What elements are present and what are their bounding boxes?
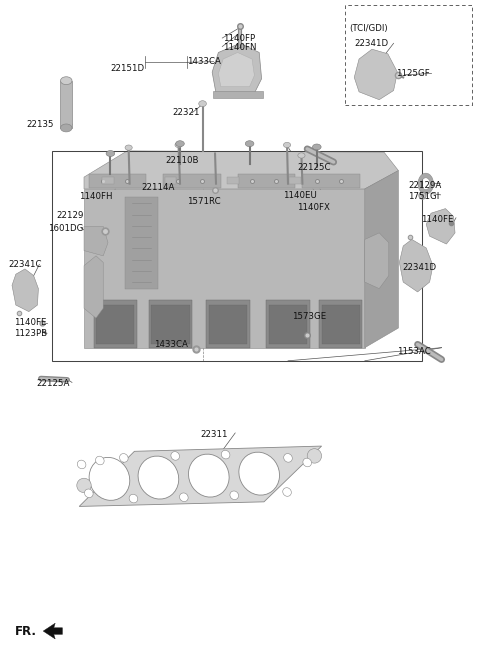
Ellipse shape [221,450,230,459]
Bar [125,197,158,289]
Ellipse shape [77,460,86,469]
Text: FR.: FR. [15,625,37,638]
Bar [269,305,307,344]
Polygon shape [365,171,398,348]
Text: 22125C: 22125C [298,163,331,172]
Polygon shape [84,189,365,348]
Text: 1153AC: 1153AC [397,347,431,356]
Ellipse shape [138,456,179,499]
Ellipse shape [230,491,239,500]
Ellipse shape [239,452,279,495]
Polygon shape [365,233,389,289]
Polygon shape [12,269,38,312]
Text: 1433CA: 1433CA [154,340,188,349]
Ellipse shape [199,100,206,106]
Ellipse shape [106,151,115,157]
Ellipse shape [245,140,254,146]
Text: 22114A: 22114A [142,183,175,192]
Text: 1140FP: 1140FP [223,33,255,43]
Bar [52,151,422,361]
Bar [165,177,176,184]
Ellipse shape [77,478,91,493]
Text: 22341D: 22341D [354,39,388,48]
Text: 22341D: 22341D [402,263,436,272]
Ellipse shape [298,153,305,158]
Polygon shape [79,446,322,506]
Text: 1140FH: 1140FH [79,192,113,201]
Bar [238,174,295,188]
Polygon shape [84,151,398,189]
Ellipse shape [120,453,128,462]
Ellipse shape [125,145,132,150]
Polygon shape [218,52,254,87]
Text: 22129: 22129 [57,211,84,220]
Polygon shape [426,209,455,244]
Ellipse shape [96,456,104,465]
Text: 22125A: 22125A [36,379,70,388]
Polygon shape [399,239,433,292]
Text: 1751GI: 1751GI [408,192,439,201]
Text: 1140FE: 1140FE [421,215,454,224]
Bar [289,177,301,184]
Ellipse shape [189,454,229,497]
Ellipse shape [129,494,138,503]
Ellipse shape [307,449,322,463]
Bar [149,300,192,348]
Bar [60,81,72,128]
Bar [96,305,134,344]
Ellipse shape [60,77,72,85]
Text: 1125GF: 1125GF [396,69,430,78]
Text: 1140FN: 1140FN [223,43,257,52]
Bar [206,300,250,348]
Text: (TCI/GDI): (TCI/GDI) [349,24,388,33]
Bar [302,174,360,188]
Bar [163,174,221,188]
Polygon shape [212,43,262,93]
Bar [89,174,146,188]
Ellipse shape [60,124,72,132]
Text: 22321: 22321 [173,108,200,117]
Text: 1140FE: 1140FE [14,318,47,327]
Ellipse shape [89,457,130,501]
Text: 22341C: 22341C [9,260,42,269]
Text: 22151D: 22151D [110,64,144,73]
Bar [151,305,190,344]
Ellipse shape [84,489,93,498]
Text: 1573GE: 1573GE [292,312,326,321]
Text: 1140EU: 1140EU [283,191,317,200]
Ellipse shape [312,144,321,150]
Bar [345,5,472,105]
Ellipse shape [283,142,290,148]
Text: 22311: 22311 [201,430,228,439]
Text: 22135: 22135 [26,120,54,129]
Bar [94,300,137,348]
Text: 22110B: 22110B [166,155,199,165]
Polygon shape [84,256,103,318]
Polygon shape [43,623,62,639]
Text: 1123PB: 1123PB [14,329,48,338]
Polygon shape [354,49,397,100]
Bar [319,300,362,348]
Text: 22129A: 22129A [408,181,441,190]
Ellipse shape [283,487,291,497]
Ellipse shape [176,140,184,146]
Bar [213,91,263,98]
Bar [266,300,310,348]
Bar [227,177,239,184]
Polygon shape [84,226,108,256]
Ellipse shape [171,451,180,461]
Text: 1433CA: 1433CA [187,57,221,66]
Ellipse shape [303,458,312,467]
Text: 1601DG: 1601DG [48,224,84,233]
Ellipse shape [284,453,292,462]
Bar [322,305,360,344]
Bar [209,305,247,344]
Text: 1140FX: 1140FX [297,203,329,213]
Ellipse shape [180,493,188,502]
Bar [102,177,114,184]
Ellipse shape [175,142,182,148]
Text: 1571RC: 1571RC [187,197,221,206]
